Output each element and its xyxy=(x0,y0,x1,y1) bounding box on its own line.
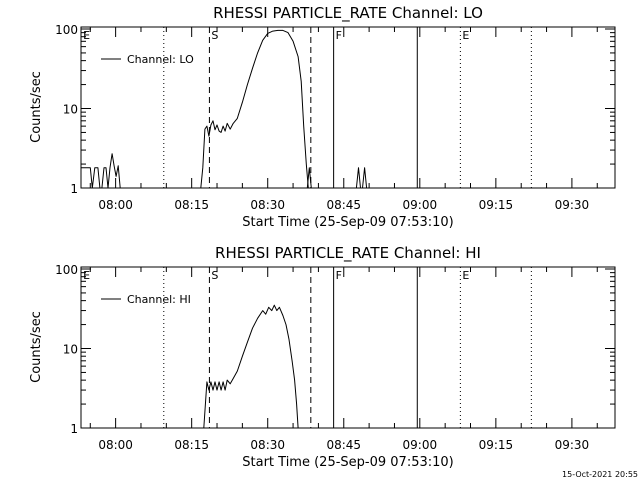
chart-panel-hi: RHESSI PARTICLE_RATE Channel: HI E S F E 1 1… xyxy=(29,244,616,470)
event-marker-label: E xyxy=(83,269,90,282)
y-tick-label: 1 xyxy=(70,182,78,196)
y-tick-label: 100 xyxy=(55,263,78,277)
legend: Channel: HI xyxy=(101,293,191,306)
event-marker-label: E xyxy=(83,29,90,42)
x-tick-label: 09:00 xyxy=(403,438,438,452)
x-tick-label: 09:30 xyxy=(555,198,590,212)
event-marker-label: S xyxy=(211,269,218,282)
x-tick-label: 08:00 xyxy=(98,198,133,212)
x-tick-label: 08:15 xyxy=(174,438,209,452)
x-tick-label: 08:45 xyxy=(326,438,361,452)
x-tick-label: 09:30 xyxy=(555,438,590,452)
x-tick-label: 09:00 xyxy=(403,198,438,212)
series-line xyxy=(203,304,299,429)
x-tick-label: 08:30 xyxy=(250,438,285,452)
series-line xyxy=(306,167,312,189)
x-axis-label: Start Time (25-Sep-09 07:53:10) xyxy=(242,215,453,230)
x-tick-label: 09:15 xyxy=(479,198,514,212)
series-line xyxy=(355,167,368,189)
x-tick-label: 09:15 xyxy=(479,438,514,452)
event-marker-label: F xyxy=(336,29,342,42)
y-axis-label: Counts/sec xyxy=(29,311,44,383)
y-tick-label: 100 xyxy=(55,23,78,37)
y-axis-label: Counts/sec xyxy=(29,71,44,143)
legend-entry: Channel: HI xyxy=(127,293,191,306)
series-line xyxy=(81,153,121,189)
x-tick-label: 08:00 xyxy=(98,438,133,452)
plot-frame xyxy=(80,266,616,429)
event-marker-label: F xyxy=(336,269,342,282)
x-tick-label: 08:15 xyxy=(174,198,209,212)
x-tick-label: 08:30 xyxy=(250,198,285,212)
x-tick-label: 08:45 xyxy=(326,198,361,212)
y-tick-label: 10 xyxy=(63,103,78,117)
chart-panel-lo: RHESSI PARTICLE_RATE Channel: LO E S F E 1 1… xyxy=(29,4,616,230)
event-marker-label: E xyxy=(462,269,469,282)
plot-frame xyxy=(80,26,616,189)
event-marker-label: E xyxy=(462,29,469,42)
y-tick-label: 1 xyxy=(70,422,78,436)
x-axis-label: Start Time (25-Sep-09 07:53:10) xyxy=(242,455,453,470)
y-tick-label: 10 xyxy=(63,343,78,357)
series-line xyxy=(200,29,309,189)
chart-title: RHESSI PARTICLE_RATE Channel: HI xyxy=(215,244,481,263)
legend: Channel: LO xyxy=(101,53,194,66)
chart-title: RHESSI PARTICLE_RATE Channel: LO xyxy=(213,4,483,23)
event-marker-label: S xyxy=(211,29,218,42)
footer-timestamp: 15-Oct-2021 20:55 xyxy=(562,470,638,479)
legend-entry: Channel: LO xyxy=(127,53,194,66)
